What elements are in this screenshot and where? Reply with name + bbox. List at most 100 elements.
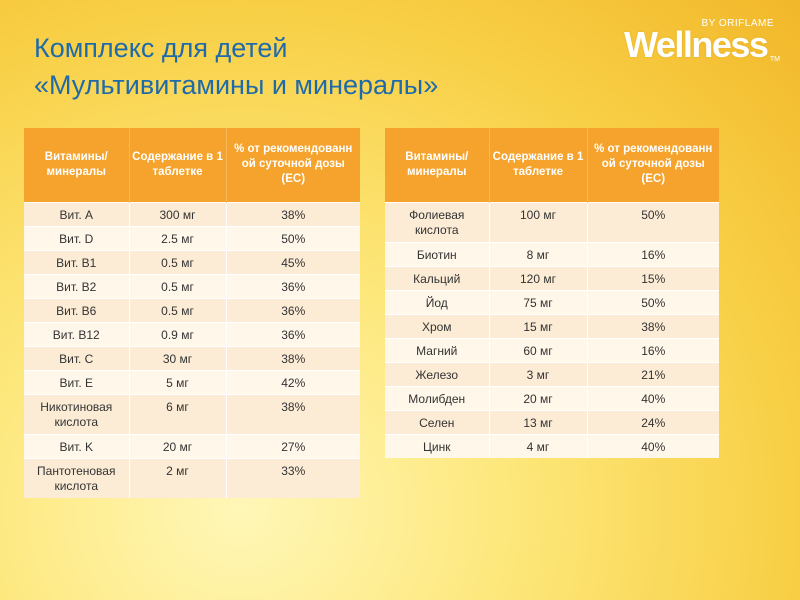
table-row: Вит. A 300 мг 38% bbox=[24, 201, 360, 226]
cell-percent: 16% bbox=[587, 241, 719, 266]
table-row: Селен 13 мг 24% bbox=[385, 409, 719, 434]
cell-name: Йод bbox=[385, 289, 490, 314]
cell-amount: 60 мг bbox=[489, 337, 588, 362]
logo-subtitle: BY ORIFLAME bbox=[701, 18, 774, 29]
cell-name: Пантотеновая кислота bbox=[24, 457, 130, 498]
page-title-line-2: «Мультивитамины и минералы» bbox=[34, 70, 439, 100]
cell-amount: 2.5 мг bbox=[129, 225, 227, 250]
cell-name: Молибден bbox=[385, 385, 490, 410]
cell-name: Вит. B6 bbox=[24, 297, 130, 322]
cell-name: Кальций bbox=[385, 265, 490, 290]
cell-percent: 50% bbox=[587, 289, 719, 314]
cell-amount: 0.9 мг bbox=[129, 321, 227, 346]
vitamins-table-right: Витамины/ минералы Содержание в 1 таблет… bbox=[385, 128, 719, 458]
cell-percent: 21% bbox=[587, 361, 719, 386]
header-vitamins: Витамины/ минералы bbox=[24, 128, 130, 202]
cell-percent: 45% bbox=[226, 249, 360, 274]
table-row: Хром 15 мг 38% bbox=[385, 313, 719, 338]
cell-name: Хром bbox=[385, 313, 490, 338]
logo-trademark: TM bbox=[769, 56, 780, 63]
cell-percent: 40% bbox=[587, 433, 719, 458]
header-vitamins: Витамины/ минералы bbox=[385, 128, 490, 202]
cell-amount: 3 мг bbox=[489, 361, 588, 386]
cell-name: Магний bbox=[385, 337, 490, 362]
table-header-row: Витамины/ минералы Содержание в 1 таблет… bbox=[385, 128, 719, 202]
table-row: Вит. D 2.5 мг 50% bbox=[24, 225, 360, 250]
cell-amount: 300 мг bbox=[129, 201, 227, 226]
table-row: Цинк 4 мг 40% bbox=[385, 433, 719, 458]
cell-amount: 15 мг bbox=[489, 313, 588, 338]
table-row: Никотиновая кислота 6 мг 38% bbox=[24, 393, 360, 434]
cell-amount: 2 мг bbox=[129, 457, 227, 498]
table-header-row: Витамины/ минералы Содержание в 1 таблет… bbox=[24, 128, 360, 202]
cell-percent: 38% bbox=[226, 393, 360, 434]
table-row: Вит. K 20 мг 27% bbox=[24, 433, 360, 458]
table-body: Фолиевая кислота 100 мг 50% Биотин 8 мг 16% Ка… bbox=[385, 201, 719, 458]
cell-amount: 100 мг bbox=[489, 201, 588, 242]
vitamins-table-left: Витамины/ минералы Содержание в 1 таблет… bbox=[24, 128, 360, 498]
page-title-line-1: Комплекс для детей bbox=[34, 33, 288, 63]
cell-amount: 6 мг bbox=[129, 393, 227, 434]
cell-name: Никотиновая кислота bbox=[24, 393, 130, 434]
cell-amount: 5 мг bbox=[129, 369, 227, 394]
header-percent: % от рекомендованн ой суточной дозы (ЕС) bbox=[587, 128, 719, 202]
table-body: Вит. A 300 мг 38% Вит. D 2.5 мг 50% Вит. B1 0.5… bbox=[24, 201, 360, 498]
cell-amount: 120 мг bbox=[489, 265, 588, 290]
page-title: Комплекс для детей «Мультивитамины и мин… bbox=[34, 30, 438, 104]
cell-amount: 20 мг bbox=[129, 433, 227, 458]
cell-amount: 0.5 мг bbox=[129, 249, 227, 274]
cell-percent: 38% bbox=[587, 313, 719, 338]
cell-amount: 8 мг bbox=[489, 241, 588, 266]
cell-name: Вит. D bbox=[24, 225, 130, 250]
header-percent: % от рекомендованн ой суточной дозы (ЕС) bbox=[226, 128, 360, 202]
cell-name: Вит. C bbox=[24, 345, 130, 370]
header-content: Содержание в 1 таблетке bbox=[489, 128, 588, 202]
cell-percent: 33% bbox=[226, 457, 360, 498]
cell-amount: 75 мг bbox=[489, 289, 588, 314]
wellness-logo: BY ORIFLAME Wellness TM bbox=[622, 18, 782, 70]
cell-name: Биотин bbox=[385, 241, 490, 266]
cell-percent: 50% bbox=[587, 201, 719, 242]
cell-percent: 36% bbox=[226, 297, 360, 322]
cell-name: Вит. B1 bbox=[24, 249, 130, 274]
cell-percent: 38% bbox=[226, 345, 360, 370]
table-row: Вит. C 30 мг 38% bbox=[24, 345, 360, 370]
cell-name: Вит. E bbox=[24, 369, 130, 394]
header-content: Содержание в 1 таблетке bbox=[129, 128, 227, 202]
cell-percent: 50% bbox=[226, 225, 360, 250]
cell-percent: 15% bbox=[587, 265, 719, 290]
table-row: Вит. B12 0.9 мг 36% bbox=[24, 321, 360, 346]
cell-amount: 4 мг bbox=[489, 433, 588, 458]
cell-amount: 0.5 мг bbox=[129, 273, 227, 298]
cell-name: Фолиевая кислота bbox=[385, 201, 490, 242]
table-row: Вит. B6 0.5 мг 36% bbox=[24, 297, 360, 322]
cell-percent: 36% bbox=[226, 321, 360, 346]
cell-percent: 40% bbox=[587, 385, 719, 410]
cell-amount: 30 мг bbox=[129, 345, 227, 370]
cell-name: Вит. A bbox=[24, 201, 130, 226]
cell-amount: 13 мг bbox=[489, 409, 588, 434]
cell-percent: 16% bbox=[587, 337, 719, 362]
cell-name: Вит. B2 bbox=[24, 273, 130, 298]
table-row: Молибден 20 мг 40% bbox=[385, 385, 719, 410]
table-row: Вит. B1 0.5 мг 45% bbox=[24, 249, 360, 274]
cell-percent: 36% bbox=[226, 273, 360, 298]
table-row: Кальций 120 мг 15% bbox=[385, 265, 719, 290]
cell-percent: 24% bbox=[587, 409, 719, 434]
cell-name: Вит. B12 bbox=[24, 321, 130, 346]
table-row: Вит. B2 0.5 мг 36% bbox=[24, 273, 360, 298]
table-row: Железо 3 мг 21% bbox=[385, 361, 719, 386]
table-row: Фолиевая кислота 100 мг 50% bbox=[385, 201, 719, 242]
cell-name: Вит. K bbox=[24, 433, 130, 458]
cell-amount: 0.5 мг bbox=[129, 297, 227, 322]
table-row: Йод 75 мг 50% bbox=[385, 289, 719, 314]
logo-wordmark: Wellness bbox=[624, 24, 769, 65]
cell-amount: 20 мг bbox=[489, 385, 588, 410]
cell-percent: 38% bbox=[226, 201, 360, 226]
table-row: Биотин 8 мг 16% bbox=[385, 241, 719, 266]
table-row: Пантотеновая кислота 2 мг 33% bbox=[24, 457, 360, 498]
table-row: Магний 60 мг 16% bbox=[385, 337, 719, 362]
cell-percent: 42% bbox=[226, 369, 360, 394]
cell-name: Селен bbox=[385, 409, 490, 434]
